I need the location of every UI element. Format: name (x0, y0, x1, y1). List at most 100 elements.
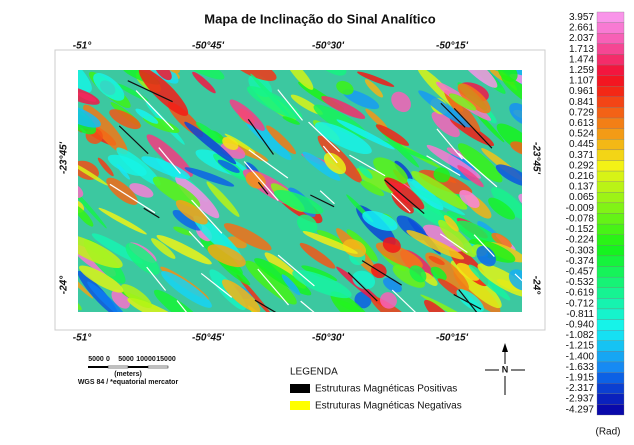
color-label: 0.524 (569, 129, 594, 140)
color-swatch (597, 245, 624, 256)
color-label: -4.297 (566, 404, 595, 415)
color-label: -0.374 (566, 256, 595, 267)
color-label: 0.065 (569, 192, 594, 203)
top-label: -51° (73, 41, 92, 52)
scale-segment (108, 366, 128, 368)
legend-item: Estruturas Magnéticas Positivas (315, 384, 457, 395)
color-swatch (597, 214, 624, 225)
color-label: -0.712 (566, 298, 595, 309)
color-label: -0.457 (566, 266, 595, 277)
color-swatch (597, 129, 624, 140)
scale-label: 5000 (88, 356, 104, 363)
legend-swatch (290, 384, 310, 393)
color-label: 1.474 (569, 54, 594, 65)
scale-label: 10000 (136, 356, 156, 363)
color-label: -0.940 (566, 319, 595, 330)
scale-label: 5000 (118, 356, 134, 363)
color-swatch (597, 203, 624, 214)
color-label: -1.915 (566, 373, 595, 384)
projection: WGS 84 / *equatorial mercator (78, 379, 179, 386)
scale-segment (88, 366, 108, 368)
scale-unit: (meters) (114, 371, 142, 378)
legend-title: LEGENDA (290, 367, 338, 378)
color-label: -2.937 (566, 394, 595, 405)
color-label: 3.957 (569, 12, 594, 23)
color-swatch (597, 86, 624, 97)
color-label: 2.661 (569, 23, 594, 34)
color-swatch (597, 341, 624, 352)
color-swatch (597, 330, 624, 341)
color-swatch (597, 150, 624, 161)
color-label: 0.137 (569, 182, 594, 193)
color-swatch (597, 394, 624, 405)
color-label: 0.961 (569, 86, 594, 97)
top-label: -50°45' (192, 41, 225, 52)
color-swatch (597, 44, 624, 55)
color-label: 0.729 (569, 107, 594, 118)
color-swatch (597, 76, 624, 87)
color-swatch (597, 65, 624, 76)
color-swatch (597, 383, 624, 394)
left-label: -24° (59, 275, 70, 294)
top-label: -50°15' (436, 41, 469, 52)
color-label: 0.371 (569, 150, 594, 161)
color-label: -0.811 (566, 309, 594, 320)
map-title: Mapa de Inclinação do Sinal Analítico (204, 11, 435, 26)
right-label: -23°45' (530, 142, 541, 175)
color-swatch (597, 267, 624, 278)
color-label: 2.037 (569, 33, 594, 44)
color-label: -0.303 (566, 245, 595, 256)
left-label: -23°45' (59, 141, 70, 174)
color-swatch (597, 373, 624, 384)
bottom-label: -50°45' (192, 333, 225, 344)
color-swatch (597, 224, 624, 235)
color-swatch (597, 256, 624, 267)
scale-segment (128, 366, 148, 368)
color-swatch (597, 235, 624, 246)
color-label: 0.445 (569, 139, 594, 150)
color-swatch (597, 23, 624, 34)
color-swatch (597, 192, 624, 203)
color-swatch (597, 298, 624, 309)
color-label: -0.532 (566, 277, 595, 288)
color-label: 0.613 (569, 118, 594, 129)
color-label: 1.259 (569, 65, 594, 76)
color-label: 0.841 (569, 97, 594, 108)
color-label: -0.078 (566, 213, 595, 224)
color-label: 0.216 (569, 171, 594, 182)
bottom-label: -51° (73, 333, 92, 344)
scale-label: 0 (106, 356, 110, 363)
legend-item: Estruturas Magnéticas Negativas (315, 401, 462, 412)
legend-swatch (290, 401, 310, 410)
color-swatch (597, 160, 624, 171)
color-swatch (597, 362, 624, 373)
color-label: -0.009 (566, 203, 595, 214)
color-swatch (597, 288, 624, 299)
color-label: 1.713 (569, 44, 594, 55)
bottom-label: -50°15' (436, 333, 469, 344)
color-label: -0.152 (566, 224, 595, 235)
color-swatch (597, 54, 624, 65)
color-label: -1.633 (566, 362, 595, 373)
color-label: 0.292 (569, 160, 594, 171)
page: Mapa de Inclinação do Sinal Analítico -5… (0, 0, 634, 440)
color-scale-unit: (Rad) (595, 427, 620, 438)
color-swatch (597, 320, 624, 331)
color-swatch (597, 351, 624, 362)
raster (47, 45, 546, 339)
color-label: -1.400 (566, 351, 595, 362)
color-swatch (597, 277, 624, 288)
color-label: -1.215 (566, 341, 595, 352)
color-swatch (597, 309, 624, 320)
color-label: 1.107 (569, 76, 594, 87)
color-swatch (597, 33, 624, 44)
right-label: -24° (530, 276, 541, 295)
color-label: -0.224 (566, 235, 595, 246)
color-swatch (597, 171, 624, 182)
color-swatch (597, 12, 624, 23)
scale-label: 15000 (156, 356, 176, 363)
color-swatch (597, 97, 624, 108)
north-label: N (502, 364, 509, 374)
color-swatch (597, 139, 624, 150)
color-swatch (597, 404, 624, 415)
